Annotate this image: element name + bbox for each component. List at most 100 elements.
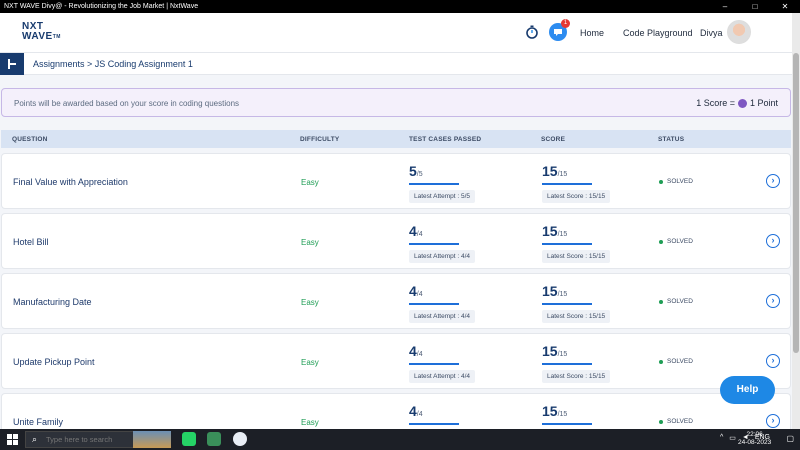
- question-title[interactable]: Unite Family: [13, 417, 64, 427]
- score-conversion: 1 Score = 1 Point: [696, 98, 778, 108]
- table-row[interactable]: Final Value with Appreciation Easy 5/5 L…: [1, 153, 791, 209]
- difficulty-label: Easy: [301, 418, 319, 427]
- difficulty-label: Easy: [301, 178, 319, 187]
- nav-home-link[interactable]: Home: [580, 28, 605, 38]
- tests-total: /5: [416, 171, 423, 178]
- language-indicator[interactable]: ENG: [754, 434, 770, 441]
- breadcrumb-bar: Assignments > JS Coding Assignment 1: [0, 53, 792, 75]
- point-label: 1 Point: [749, 98, 778, 108]
- difficulty-label: Easy: [301, 358, 319, 367]
- difficulty-label: Easy: [301, 298, 319, 307]
- arrow-right-icon[interactable]: ›: [766, 234, 780, 248]
- latest-score: Latest Score : 15/15: [542, 190, 611, 203]
- clock-time: 22:06: [746, 431, 763, 438]
- system-tray: ^ ▭ ◄ ENG: [720, 434, 770, 442]
- minimize-button[interactable]: –: [722, 2, 728, 11]
- score-total: /15: [557, 231, 568, 238]
- table-row[interactable]: Unite Family Easy 4/4 15/15 SOLVED ›: [1, 393, 791, 429]
- tests-passed-value: 4: [409, 223, 417, 239]
- sidebar-toggle-icon: [8, 59, 10, 69]
- col-difficulty: DIFFICULTY: [300, 136, 340, 143]
- logo-tm: TM: [52, 34, 61, 40]
- coin-icon: [737, 98, 747, 108]
- score-total: /15: [557, 411, 568, 418]
- breadcrumb[interactable]: Assignments > JS Coding Assignment 1: [33, 59, 193, 69]
- tests-passed-value: 4: [409, 403, 417, 419]
- status-badge: SOLVED: [659, 178, 693, 185]
- volume-icon[interactable]: ◄: [741, 434, 749, 441]
- scrollbar-thumb[interactable]: [793, 53, 799, 353]
- taskbar-clock[interactable]: 22:06 24-08-2023: [738, 431, 771, 447]
- logo-top: NXT: [22, 21, 44, 32]
- status-badge: SOLVED: [659, 358, 693, 365]
- table-row[interactable]: Update Pickup Point Easy 4/4 Latest Atte…: [1, 333, 791, 389]
- tests-passed: 4/4 Latest Attempt : 4/4: [409, 343, 476, 383]
- tests-progress-bar: [409, 363, 459, 365]
- network-icon[interactable]: ▭: [729, 435, 736, 442]
- app-icon[interactable]: [233, 432, 247, 446]
- table-row[interactable]: Hotel Bill Easy 4/4 Latest Attempt : 4/4…: [1, 213, 791, 269]
- status-text: SOLVED: [667, 178, 693, 185]
- score: 15/15: [542, 403, 592, 425]
- user-name[interactable]: Divya: [700, 28, 723, 38]
- page-scrollbar[interactable]: [792, 13, 800, 429]
- latest-attempt: Latest Attempt : 4/4: [409, 250, 476, 263]
- chevron-up-icon[interactable]: ^: [719, 434, 724, 441]
- tests-progress-bar: [409, 423, 459, 425]
- arrow-right-icon[interactable]: ›: [766, 174, 780, 188]
- question-title[interactable]: Hotel Bill: [13, 237, 49, 247]
- notification-center-icon[interactable]: ▢: [786, 434, 794, 443]
- app-header: NXT WAVETM 1 Home Code Playground Divya: [0, 13, 792, 53]
- maximize-button[interactable]: □: [752, 2, 758, 11]
- status-dot-icon: [659, 299, 663, 304]
- search-highlight-image: [133, 431, 171, 448]
- latest-attempt: Latest Attempt : 4/4: [409, 370, 476, 383]
- timer-icon[interactable]: [525, 25, 539, 39]
- status-text: SOLVED: [667, 238, 693, 245]
- search-icon: ⌕: [32, 434, 38, 444]
- score: 15/15 Latest Score : 15/15: [542, 343, 611, 383]
- notification-badge: 1: [561, 19, 570, 28]
- latest-score: Latest Score : 15/15: [542, 310, 611, 323]
- score-progress-bar: [542, 423, 592, 425]
- tests-passed: 4/4 Latest Attempt : 4/4: [409, 283, 476, 323]
- question-title[interactable]: Final Value with Appreciation: [13, 177, 128, 187]
- col-status: STATUS: [658, 136, 685, 143]
- status-badge: SOLVED: [659, 298, 693, 305]
- score-total: /15: [557, 351, 568, 358]
- table-row[interactable]: Manufacturing Date Easy 4/4 Latest Attem…: [1, 273, 791, 329]
- nav-code-playground-link[interactable]: Code Playground: [623, 28, 693, 38]
- sidebar-toggle-button[interactable]: [0, 53, 24, 75]
- question-title[interactable]: Update Pickup Point: [13, 357, 95, 367]
- score-value: 15: [542, 283, 558, 299]
- tests-total: /4: [416, 231, 423, 238]
- windows-taskbar: ⌕ ^ ▭ ◄ ENG 22:06 24-08-2023 ▢: [0, 429, 800, 450]
- status-text: SOLVED: [667, 298, 693, 305]
- banner-text: Points will be awarded based on your sco…: [14, 99, 240, 108]
- arrow-right-icon[interactable]: ›: [766, 354, 780, 368]
- score-value: 15: [542, 403, 558, 419]
- help-button[interactable]: Help: [720, 376, 775, 404]
- points-banner: Points will be awarded based on your sco…: [1, 88, 791, 117]
- window-titlebar: NXT WAVE Divy@ - Revolutionizing the Job…: [0, 0, 800, 13]
- close-button[interactable]: ✕: [781, 2, 789, 11]
- status-badge: SOLVED: [659, 238, 693, 245]
- status-dot-icon: [659, 359, 663, 364]
- whatsapp-icon[interactable]: [182, 432, 196, 446]
- question-title[interactable]: Manufacturing Date: [13, 297, 92, 307]
- sidebar-toggle-icon-arm: [10, 63, 16, 65]
- window-title: NXT WAVE Divy@ - Revolutionizing the Job…: [4, 3, 199, 10]
- status-text: SOLVED: [667, 358, 693, 365]
- table-header: QUESTION DIFFICULTY TEST CASES PASSED SC…: [1, 130, 791, 148]
- arrow-right-icon[interactable]: ›: [766, 294, 780, 308]
- tests-passed: 5/5 Latest Attempt : 5/5: [409, 163, 476, 203]
- tests-progress-bar: [409, 183, 459, 185]
- nxtwave-logo[interactable]: NXT WAVETM: [22, 22, 61, 42]
- tests-passed: 4/4: [409, 403, 459, 425]
- avatar[interactable]: [727, 20, 751, 44]
- search-input[interactable]: [46, 435, 136, 444]
- browser-icon[interactable]: [207, 432, 221, 446]
- arrow-right-icon[interactable]: ›: [766, 414, 780, 428]
- windows-start-icon[interactable]: [7, 434, 18, 445]
- score-total: /15: [557, 171, 568, 178]
